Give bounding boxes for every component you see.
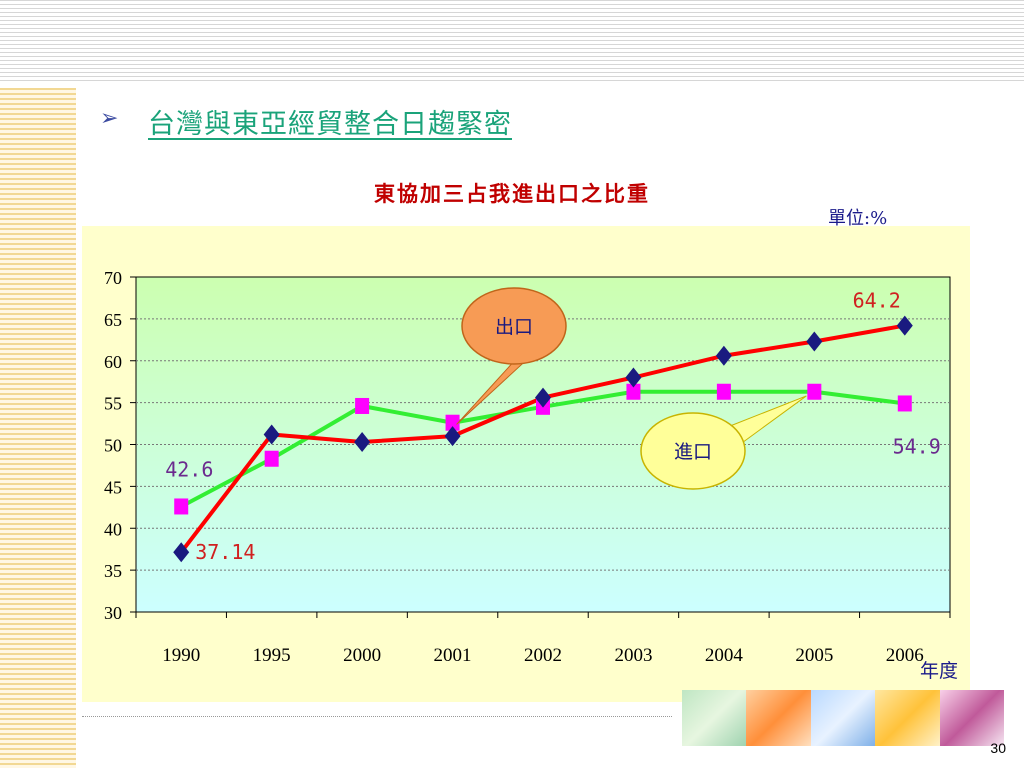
data-label: 54.9 [893, 434, 941, 458]
data-label: 37.14 [195, 540, 255, 564]
export-point [806, 331, 823, 352]
y-tick-label: 35 [104, 561, 122, 581]
import-callout-label: 進口 [674, 441, 712, 463]
y-tick-label: 65 [104, 310, 122, 330]
export-point [896, 315, 913, 336]
chart-title: 東協加三占我進出口之比重 [374, 181, 650, 206]
import-point [897, 395, 912, 412]
x-tick-label: 2005 [795, 645, 833, 666]
x-tick-label: 1990 [162, 645, 200, 666]
y-tick-label: 50 [104, 436, 122, 456]
y-tick-label: 60 [104, 352, 122, 372]
slide-title: 台灣與東亞經貿整合日趨緊密 [148, 109, 512, 140]
export-point [715, 345, 732, 366]
import-point [174, 498, 189, 515]
y-tick-label: 55 [104, 394, 122, 414]
export-point [444, 426, 461, 447]
x-tick-label: 2004 [705, 645, 744, 666]
export-callout-label: 出口 [495, 316, 533, 338]
export-point [625, 367, 642, 388]
y-tick-label: 70 [104, 268, 122, 288]
import-point [445, 414, 460, 431]
decorative-left-stripes [0, 88, 76, 768]
export-point [263, 424, 280, 445]
import-point [716, 383, 731, 400]
page-number: 30 [990, 740, 1006, 756]
x-tick-label: 2000 [343, 645, 381, 666]
import-point [807, 383, 822, 400]
y-tick-label: 30 [104, 603, 122, 623]
x-tick-label: 2002 [524, 645, 562, 666]
y-tick-label: 40 [104, 519, 122, 539]
bullet-arrow-icon: ➢ [100, 106, 119, 131]
x-tick-label: 2006 [886, 645, 924, 666]
export-callout [461, 287, 567, 365]
x-tick-label: 2003 [614, 645, 652, 666]
decorative-image-strip [682, 690, 1005, 746]
decorative-top-stripes [0, 0, 1024, 84]
x-axis-label: 年度 [920, 660, 959, 682]
unit-label: 單位:% [828, 208, 888, 229]
data-label: 64.2 [853, 289, 901, 313]
y-tick-label: 45 [104, 477, 122, 497]
x-tick-label: 1995 [253, 645, 291, 666]
x-tick-label: 2001 [434, 645, 472, 666]
export-point [173, 542, 190, 563]
import-point [264, 450, 279, 467]
divider [82, 716, 672, 718]
import-callout [640, 412, 746, 490]
export-point [535, 387, 551, 408]
export-point [354, 431, 371, 452]
import-point [355, 397, 370, 414]
import-point [626, 383, 641, 400]
data-label: 42.6 [165, 457, 213, 481]
